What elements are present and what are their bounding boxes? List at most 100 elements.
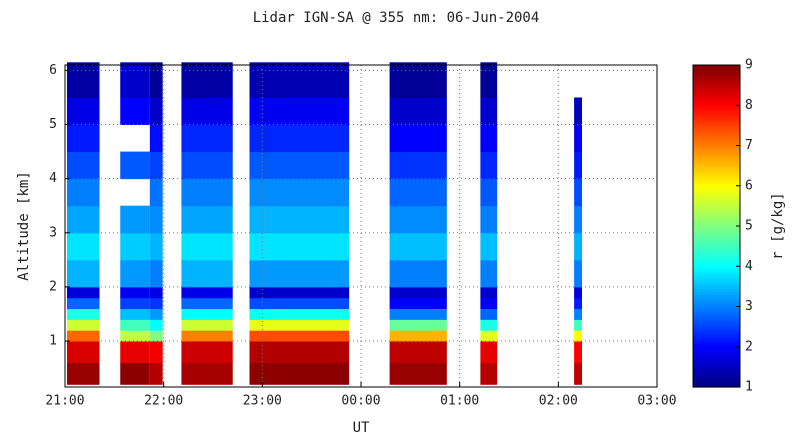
heatmap-cell (66, 259, 100, 288)
colorbar-step (693, 117, 740, 121)
heatmap-cell (249, 178, 350, 207)
heatmap-cell (149, 330, 163, 342)
y-tick-label: 5 (49, 117, 57, 132)
colorbar-step (693, 268, 740, 272)
y-tick-label: 2 (49, 279, 57, 294)
colorbar-step (693, 107, 740, 111)
heatmap-cell (66, 286, 100, 299)
heatmap-cell (574, 330, 583, 342)
colorbar-tick-label: 4 (745, 259, 753, 274)
heatmap-cell (66, 330, 100, 342)
heatmap-cell (120, 286, 150, 299)
colorbar-step (693, 210, 740, 215)
y-tick-label: 1 (49, 334, 57, 349)
heatmap-cell (389, 297, 447, 310)
colorbar-step (693, 238, 740, 242)
colorbar-step (693, 188, 740, 192)
heatmap-cell (480, 205, 498, 234)
colorbar-step (693, 231, 740, 235)
colorbar-step (693, 80, 740, 84)
heatmap-cell (181, 124, 233, 153)
colorbar-step (693, 233, 740, 237)
colorbar-step (693, 326, 740, 330)
colorbar-step (693, 160, 740, 164)
colorbar-step (693, 359, 740, 363)
heatmap-cell (249, 297, 350, 310)
colorbar-step (693, 205, 740, 209)
colorbar-step (693, 213, 740, 217)
colorbar-step (693, 266, 740, 270)
heatmap-cell (574, 297, 583, 310)
x-tick-label: 00:00 (341, 394, 380, 409)
heatmap-cell (66, 97, 100, 126)
heatmap-cell (181, 62, 233, 98)
heatmap-cell (66, 205, 100, 234)
colorbar-step (693, 67, 740, 71)
heatmap-cell (181, 308, 233, 320)
heatmap-cell (389, 286, 447, 299)
x-tick-label: 02:00 (539, 394, 578, 409)
colorbar-step (693, 314, 740, 318)
colorbar-tick-label: 5 (745, 219, 753, 234)
colorbar-step (693, 140, 740, 144)
heatmap-cell (149, 97, 163, 126)
heatmap-cell (149, 232, 163, 261)
heatmap-cell (389, 124, 447, 153)
heatmap-cell (120, 205, 150, 234)
colorbar-step (693, 70, 740, 74)
colorbar-label: r [g/kg] (770, 192, 786, 259)
colorbar-step (693, 228, 740, 232)
colorbar-step (693, 82, 740, 86)
heatmap-cell (574, 205, 583, 234)
colorbar-step (693, 248, 740, 252)
colorbar-tick-label: 1 (745, 380, 753, 395)
colorbar-step (693, 236, 740, 240)
heatmap-cell (249, 151, 350, 180)
x-tick-label: 01:00 (440, 394, 479, 409)
colorbar-step (693, 95, 740, 99)
colorbar-step (693, 336, 740, 340)
heatmap-cell (120, 62, 150, 98)
colorbar-step (693, 354, 740, 358)
heatmap-cell (181, 97, 233, 126)
colorbar-step (693, 261, 740, 265)
heatmap-cell (181, 362, 233, 385)
heatmap-cell (149, 178, 163, 207)
heatmap-cell (480, 62, 498, 98)
colorbar-step (693, 321, 740, 325)
colorbar-step (693, 220, 740, 225)
heatmap-cell (389, 330, 447, 342)
colorbar-step (693, 271, 740, 275)
colorbar-step (693, 341, 740, 345)
heatmap-cell (149, 205, 163, 234)
colorbar-step (693, 115, 740, 119)
colorbar-step (693, 135, 740, 139)
colorbar-step (693, 293, 740, 298)
plot-frame (64, 64, 658, 388)
colorbar-step (693, 374, 740, 378)
heatmap-cell (120, 151, 150, 180)
colorbar-step (693, 243, 740, 247)
colorbar-step (693, 256, 740, 260)
colorbar-step (693, 148, 740, 152)
heatmap-cell (389, 259, 447, 288)
heatmap-cell (120, 330, 150, 342)
colorbar-tick-label: 8 (745, 98, 753, 113)
colorbar-step (693, 356, 740, 360)
colorbar-step (693, 281, 740, 285)
colorbar-step (693, 72, 740, 76)
heatmap-cell (389, 308, 447, 320)
heatmap-cell (149, 308, 163, 320)
colorbar-step (693, 137, 740, 142)
heatmap-cell (249, 124, 350, 153)
colorbar-step (693, 173, 740, 177)
colorbar-step (693, 286, 740, 290)
heatmap-cell (66, 319, 100, 331)
colorbar-step (693, 246, 740, 250)
colorbar-step (693, 379, 740, 383)
colorbar-step (693, 251, 740, 255)
colorbar-step (693, 183, 740, 187)
heatmap-cell (574, 97, 583, 126)
colorbar-step (693, 200, 740, 204)
